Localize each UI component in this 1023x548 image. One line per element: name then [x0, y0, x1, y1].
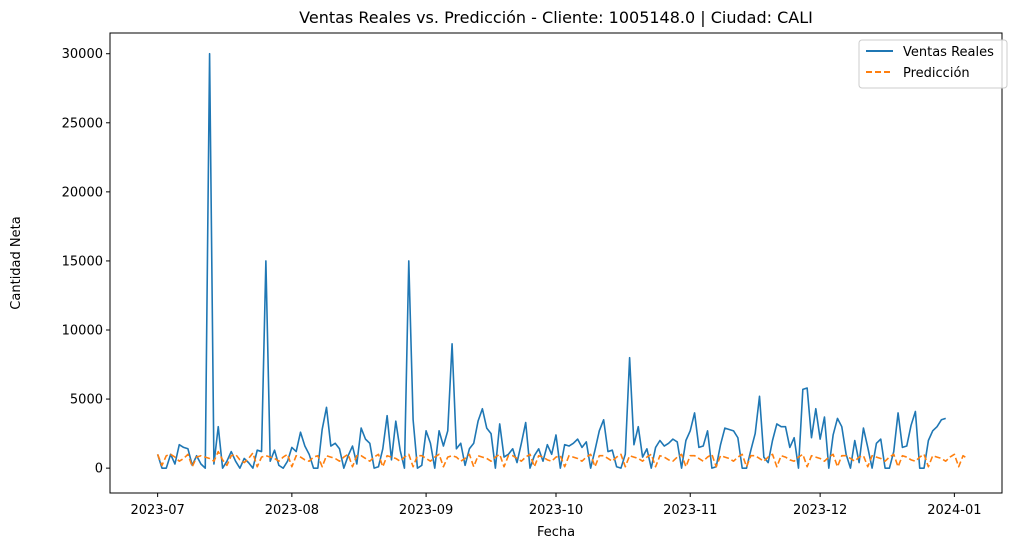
- x-tick-label: 2023-09: [399, 503, 453, 518]
- y-tick-label: 5000: [70, 393, 103, 408]
- legend-label-ventas-reales: Ventas Reales: [903, 45, 994, 60]
- y-tick-label: 10000: [62, 323, 103, 338]
- y-tick-label: 0: [95, 462, 103, 477]
- plot-area: [156, 52, 968, 469]
- x-tick-label: 2023-08: [265, 503, 319, 518]
- x-axis: 2023-07 2023-08 2023-09 2023-10 2023-11 2023-…: [130, 493, 982, 518]
- y-axis-label: Cantidad Neta: [9, 216, 24, 309]
- y-tick-label: 30000: [62, 47, 103, 62]
- y-axis: 0 5000 10000 15000 20000 25000 30000: [62, 47, 110, 477]
- y-tick-label: 20000: [62, 185, 103, 200]
- legend-label-prediccion: Predicción: [903, 66, 970, 81]
- x-tick-label: 2023-11: [663, 503, 717, 518]
- y-tick-label: 15000: [62, 254, 103, 269]
- x-tick-label: 2024-01: [927, 503, 981, 518]
- chart-title: Ventas Reales vs. Predicción - Cliente: …: [299, 8, 813, 27]
- legend: Ventas Reales Predicción: [858, 39, 1008, 89]
- x-axis-label: Fecha: [537, 525, 575, 540]
- x-tick-label: 2023-10: [529, 503, 583, 518]
- x-tick-label: 2023-07: [130, 503, 184, 518]
- legend-box: [858, 39, 1008, 89]
- series-line-prediccion: [156, 450, 968, 468]
- x-tick-label: 2023-12: [793, 503, 847, 518]
- y-tick-label: 25000: [62, 116, 103, 131]
